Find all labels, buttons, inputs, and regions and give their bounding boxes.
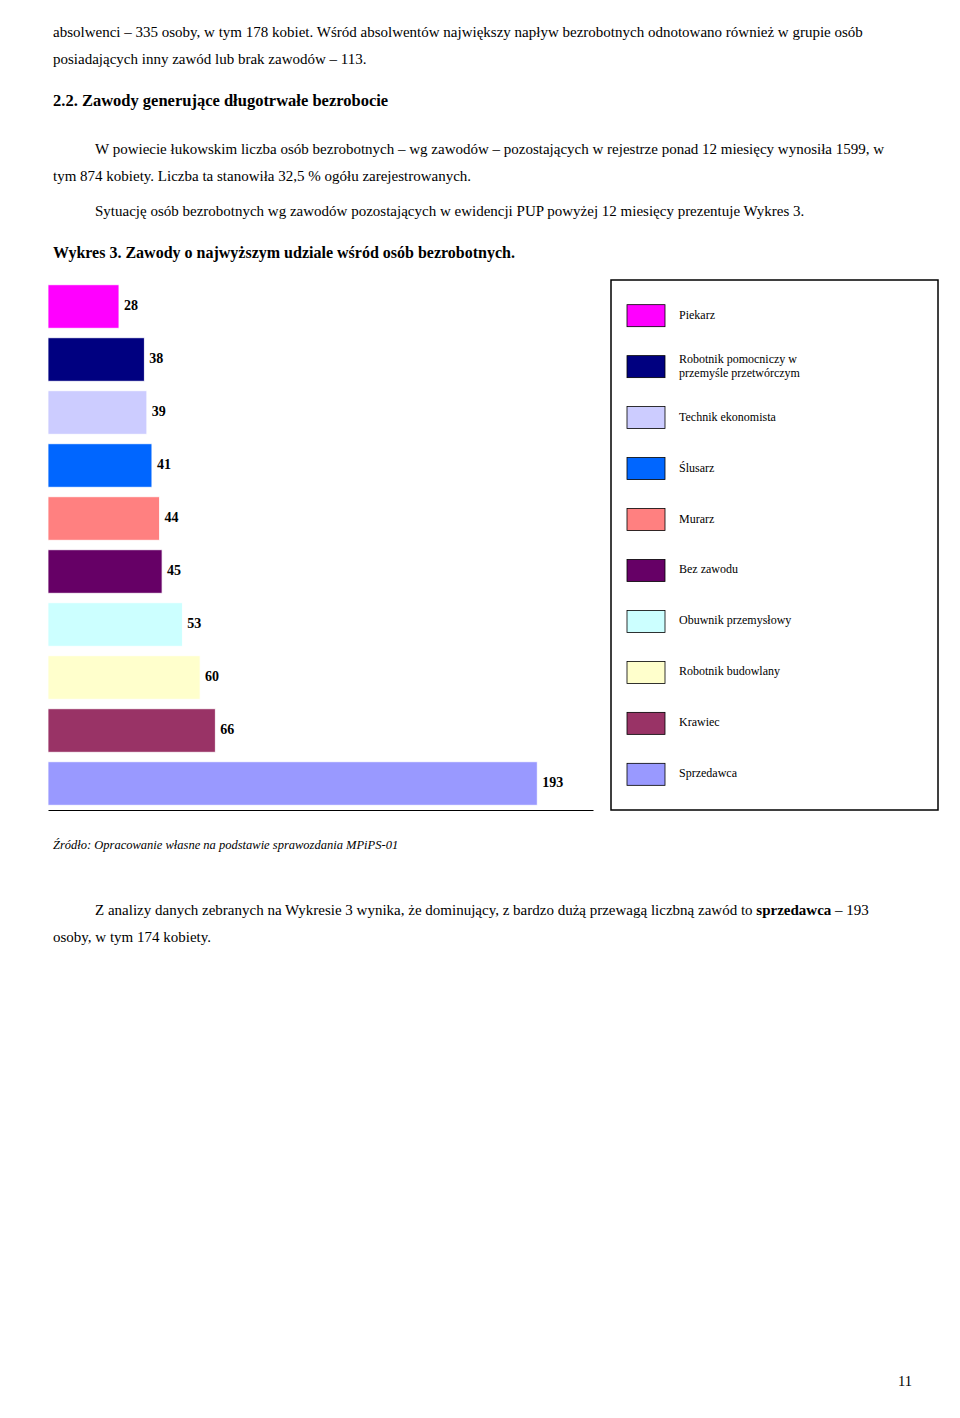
legend-item: Obuwnik przemysłowy [627,610,791,632]
data-label: 193 [542,775,563,790]
bar [48,497,160,540]
bar [48,338,144,381]
text-run: Źródło: Opracowanie własne na podstawie … [53,838,398,852]
legend-item: Bez zawodu [627,559,738,581]
chart-title: Wykres 3. Zawody o najwyższym udziale wś… [53,244,515,262]
data-label: 39 [152,404,166,419]
legend-label: Ślusarz [679,460,714,474]
text-run: posiadających inny zawód lub brak zawodó… [53,51,367,67]
legend-label-line: Technik ekonomista [679,409,776,423]
legend-item: Robotnik budowlany [627,661,780,683]
page-number: 11 [898,1373,912,1389]
legend-frame [611,280,938,810]
bar [48,550,162,593]
legend-label: Obuwnik przemysłowy [679,613,791,627]
legend-label: Piekarz [679,307,715,321]
x-axis [49,810,594,811]
bar [48,656,200,699]
source: Źródło: Opracowanie własne na podstawie … [53,838,398,852]
legend-label-line: Piekarz [679,307,715,321]
legend-swatch [627,610,665,632]
legend-label-line: Sprzedawca [679,766,738,780]
legend-label-line: Bez zawodu [679,562,738,576]
legend-swatch [627,407,665,429]
legend-item: Robotnik pomocniczy wprzemyśle przetwórc… [627,351,801,379]
paragraph-line: absolwenci – 335 osoby, w tym 178 kobiet… [53,24,863,40]
legend: Piekarz Robotnik pomocniczy wprzemyśle pr… [611,280,938,810]
text-run: sprzedawca [753,902,832,918]
text-run: tym 874 kobiety. Liczba ta stanowiła 32,… [53,168,471,184]
section-header: 2.2. Zawody generujące długotrwałe bezro… [53,91,388,110]
bar [48,762,537,805]
legend-item: Technik ekonomista [627,407,776,429]
legend-swatch [627,458,665,480]
legend-swatch [627,712,665,734]
bar [48,391,147,434]
x-axis-line [49,810,594,811]
legend-swatch [627,661,665,683]
text-run: osoby, w tym 174 kobiety. [53,929,211,945]
text-run: Sytuację osób bezrobotnych wg zawodów po… [95,203,804,219]
legend-label: Robotnik budowlany [679,664,780,678]
data-label: 66 [220,722,234,737]
data-labels: 193 66 60 53 45 44 41 39 38 28 [124,298,563,790]
paragraph-line: osoby, w tym 174 kobiety. [53,929,211,945]
bar [48,285,119,328]
legend-swatch [627,356,665,378]
legend-label: Robotnik pomocniczy wprzemyśle przetwórc… [679,351,801,379]
bars [48,285,537,805]
data-label: 45 [167,563,181,578]
text-run: absolwenci – 335 osoby, w tym 178 kobiet… [53,24,863,40]
bar [48,709,215,752]
legend-label: Technik ekonomista [679,409,776,423]
legend-swatch [627,305,665,327]
legend-label-line: Murarz [679,511,714,525]
data-label: 44 [165,510,179,525]
bar [48,603,182,646]
legend-item: Sprzedawca [627,763,738,785]
paragraph-line: Sytuację osób bezrobotnych wg zawodów po… [95,203,804,219]
text-run: W powiecie łukowskim liczba osób bezrobo… [95,141,884,157]
bar [48,444,152,487]
legend-label: Sprzedawca [679,766,738,780]
data-label: 28 [124,298,138,313]
chart: 193 66 60 53 45 44 41 39 38 28 [48,285,594,811]
data-label: 41 [157,457,171,472]
legend-label: Bez zawodu [679,562,738,576]
paragraph-line: W powiecie łukowskim liczba osób bezrobo… [95,141,884,157]
legend-label-line: Krawiec [679,715,720,729]
legend-label-line: Robotnik budowlany [679,664,780,678]
legend-label: Murarz [679,511,714,525]
page: absolwenci – 335 osoby, w tym 178 kobiet… [0,0,960,1418]
legend-label: Krawiec [679,715,720,729]
legend-item: Ślusarz [627,458,714,480]
text-run: Z analizy danych zebranych na Wykresie 3… [95,902,753,918]
text-run: 2.2. Zawody generujące długotrwałe bezro… [53,91,388,110]
paragraph-line: tym 874 kobiety. Liczba ta stanowiła 32,… [53,168,471,184]
legend-label-line: Robotnik pomocniczy w [679,351,797,365]
legend-label-line: Obuwnik przemysłowy [679,613,791,627]
legend-swatch [627,763,665,785]
legend-swatch [627,509,665,531]
data-label: 53 [187,616,201,631]
legend-item: Krawiec [627,712,720,734]
legend-label-line: przemyśle przetwórczym [679,365,801,379]
legend-label-line: Ślusarz [679,460,714,474]
data-label: 60 [205,669,219,684]
legend-item: Piekarz [627,305,715,327]
paragraph-line: posiadających inny zawód lub brak zawodó… [53,51,367,67]
text-run: – 193 [831,902,869,918]
legend-swatch [627,559,665,581]
legend-item: Murarz [627,509,714,531]
paragraph-line: Z analizy danych zebranych na Wykresie 3… [95,902,869,918]
data-label: 38 [149,351,163,366]
